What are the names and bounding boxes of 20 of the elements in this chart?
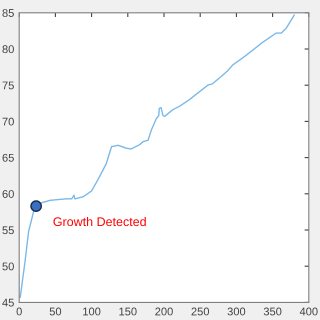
line-series <box>20 14 296 298</box>
y-tick-label: 75 <box>2 82 14 90</box>
y-tick-label: 50 <box>2 262 14 270</box>
x-tick-label: 400 <box>300 308 318 316</box>
y-tick-label: 80 <box>2 45 14 54</box>
x-tick-label: 300 <box>228 308 246 316</box>
y-tick-label: 55 <box>2 226 14 234</box>
x-tick-label: 50 <box>50 308 62 316</box>
y-tick-label: 70 <box>2 118 14 126</box>
x-tick-label: 100 <box>83 308 100 316</box>
x-tick-label: 0 <box>16 308 22 316</box>
y-tick-label: 60 <box>2 190 14 198</box>
y-tick-label: 45 <box>2 298 14 307</box>
x-tick-label: 250 <box>191 308 210 316</box>
annotation: Growth Detected <box>53 216 146 226</box>
x-tick-label: 350 <box>264 308 282 316</box>
y-tick-label: 65 <box>2 154 14 162</box>
x-tick-label: 150 <box>119 308 137 316</box>
y-tick-label: 85 <box>2 9 14 17</box>
x-tick-label: 200 <box>155 308 173 316</box>
